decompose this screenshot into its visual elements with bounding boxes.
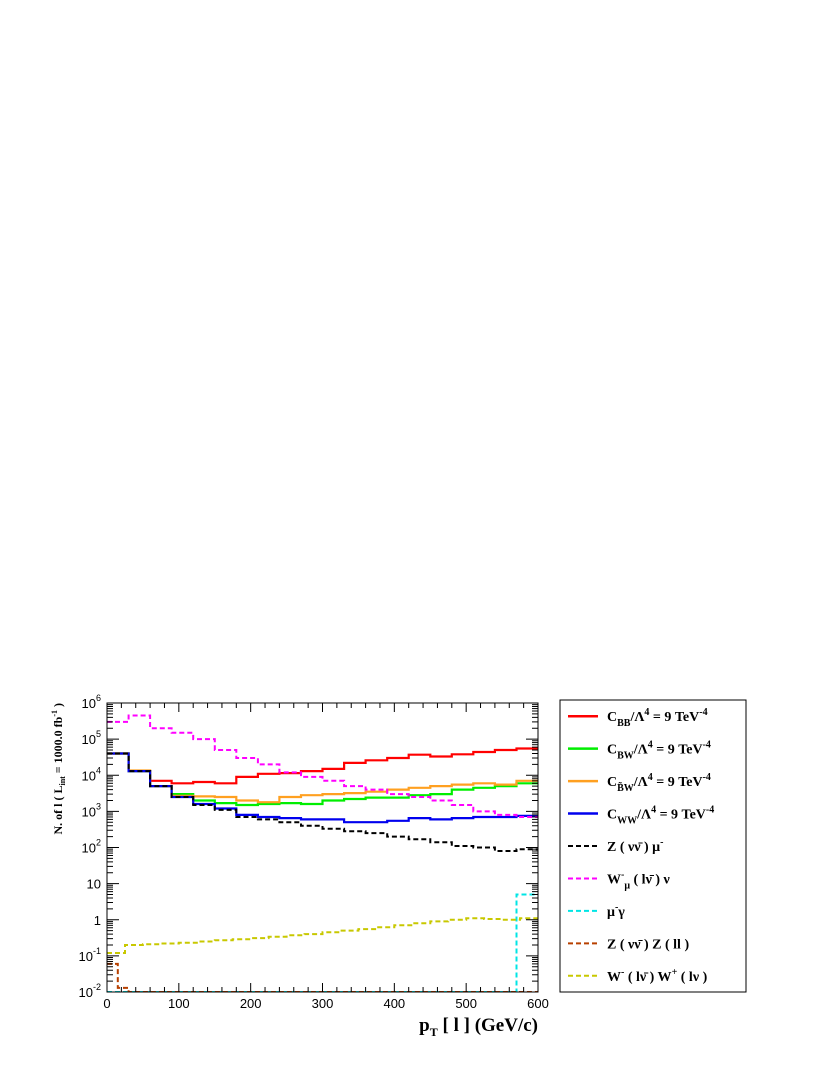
y-axis-title-sup: -1 [50, 710, 59, 717]
x-axis-title-sub: T [430, 1025, 438, 1039]
legend-label-sup: - [615, 902, 618, 913]
legend-label-tail: = 9 TeV [656, 808, 706, 823]
legend-label-sup: 4 [648, 772, 653, 783]
legend-label-sup: 4 [651, 805, 656, 816]
x-tick-label: 0 [103, 996, 110, 1011]
legend-label-main: Z ( νν̄ ) Z ( ll ) [607, 937, 689, 952]
legend-entry-label: CWW/Λ4 = 9 TeV-4 [607, 805, 714, 827]
series-layer [107, 714, 538, 992]
y-tick-label: 102 [82, 838, 101, 856]
legend-entry-label: CB̃W/Λ4 = 9 TeV-4 [607, 772, 711, 794]
legend-entry-label: Z ( νν̄ ) Z ( ll ) [607, 937, 689, 952]
legend-label-main: W [607, 970, 621, 985]
y-tick-base: 10 [82, 804, 96, 819]
legend-label-rest: ( lν̄ ) ν [630, 872, 670, 887]
y-tick-exponent: 6 [96, 693, 101, 703]
series-line-7 [107, 962, 538, 992]
y-tick-exponent: 4 [96, 765, 101, 775]
y-tick-label: 104 [82, 765, 101, 783]
y-axis-title: N. of l ( Lint = 1000.0 fb-1 ) [50, 703, 67, 835]
legend-label-rest: γ [617, 905, 625, 920]
legend-label-main: W [607, 872, 621, 887]
y-tick-label: 10-1 [79, 946, 101, 964]
y-tick-exponent: -2 [93, 982, 101, 992]
y-axis-title-mid: = 1000.0 fb [51, 716, 65, 776]
legend-label-sup: 4 [644, 707, 649, 718]
legend-label-sup: - [660, 837, 663, 848]
legend-label-tail: ( lν ) [677, 970, 707, 985]
legend-label-sub: BW [617, 751, 634, 762]
legend-label-main: C [607, 743, 617, 758]
legend-label-sub: BB [617, 718, 631, 729]
x-tick-label: 100 [168, 996, 190, 1011]
legend-label-rest: /Λ [633, 743, 648, 758]
legend-entry-label: μ-γ [607, 902, 625, 920]
y-tick-base: 10 [82, 696, 96, 711]
series-line-2 [107, 752, 538, 804]
legend-entry-label: Z ( νν̄ ) μ- [607, 837, 663, 855]
legend-entry-label: CBB/Λ4 = 9 TeV-4 [607, 707, 708, 729]
y-tick-label: 105 [82, 729, 101, 747]
series-line-4 [107, 752, 538, 852]
legend-label-sub: WW [617, 816, 637, 827]
y-axis-title-post: ) [51, 703, 65, 710]
series-line-1 [107, 752, 538, 807]
legend-label-main: C [607, 775, 617, 790]
axes-layer: 0 100 200 300 400 500 60010-210-11101021031041… [50, 693, 549, 1039]
y-axis-title-pre: N. of l ( L [51, 786, 65, 835]
legend-label-sup2: -4 [703, 772, 711, 783]
legend-label-sub: μ [624, 880, 630, 891]
y-tick-base: 10 [82, 841, 96, 856]
legend-entry-label: W-μ ( lν̄ ) ν [607, 869, 670, 891]
series-line-5 [107, 714, 538, 818]
x-tick-label: 300 [312, 996, 334, 1011]
legend-label-sup2: + [672, 967, 678, 978]
legend-label-tail: = 9 TeV [649, 710, 699, 725]
legend-label-rest: /Λ [633, 775, 648, 790]
legend-label-tail: = 9 TeV [653, 743, 703, 758]
legend-label-main: C [607, 710, 617, 725]
legend-label-sup2: -4 [706, 805, 714, 816]
y-tick-exponent: 5 [96, 729, 101, 739]
x-tick-label: 200 [240, 996, 262, 1011]
series-line-0 [107, 747, 538, 785]
y-tick-base: 10 [79, 949, 93, 964]
legend-label-rest: /Λ [636, 808, 651, 823]
y-tick-base: 10 [82, 768, 96, 783]
legend-label-sup: 4 [648, 740, 653, 751]
legend-label-tail: = 9 TeV [653, 775, 703, 790]
x-tick-label: 500 [455, 996, 477, 1011]
legend-entry-label: CBW/Λ4 = 9 TeV-4 [607, 740, 711, 762]
legend-label-sup: - [621, 869, 624, 880]
legend-label-sup2: -4 [703, 740, 711, 751]
y-tick-exponent: 2 [96, 838, 101, 848]
x-axis-title-rest: [ l ] (GeV/c) [438, 1015, 538, 1036]
y-tick-base: 10 [82, 732, 96, 747]
legend-label-main: Z ( νν̄ ) μ [607, 840, 660, 855]
legend-label-rest: /Λ [629, 710, 644, 725]
legend-label-sup2: -4 [699, 707, 707, 718]
legend-label-rest: ( lν̄ ) W [624, 970, 671, 985]
x-axis-title: pT [ l ] (GeV/c) [419, 1015, 538, 1039]
legend-label-sub: B̃W [617, 782, 634, 795]
x-axis-title-main: p [419, 1015, 430, 1036]
y-tick-exponent: 3 [96, 801, 101, 811]
y-tick-label: 103 [82, 801, 101, 819]
y-tick-label: 10-2 [79, 982, 101, 1000]
y-tick-label: 10 [87, 877, 101, 892]
y-tick-label: 106 [82, 693, 101, 711]
legend-entry-label: W- ( lν̄ ) W+ ( lν ) [607, 967, 708, 985]
series-line-8 [107, 917, 538, 954]
legend-label-main: μ [607, 905, 615, 920]
y-tick-base: 10 [79, 985, 93, 1000]
x-tick-label: 600 [527, 996, 549, 1011]
legend-label-main: C [607, 808, 617, 823]
y-tick-label: 1 [94, 913, 101, 928]
x-tick-label: 400 [383, 996, 405, 1011]
y-axis-title-sub: int [58, 776, 67, 786]
y-tick-exponent: -1 [93, 946, 101, 956]
legend-label-sup: - [621, 967, 624, 978]
